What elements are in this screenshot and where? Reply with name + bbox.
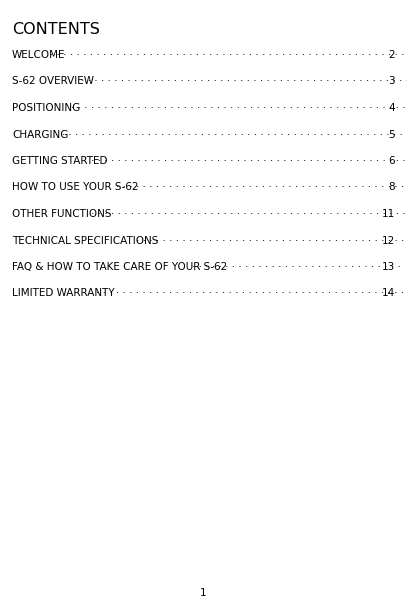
- Text: · · · · · · · · · · · · · · · · · · · · · · · · · · · · · · · · · · · · · · · · : · · · · · · · · · · · · · · · · · · · · …: [91, 209, 407, 219]
- Text: HOW TO USE YOUR S-62: HOW TO USE YOUR S-62: [12, 183, 138, 192]
- Text: · · · · · · · · · · · · · · · · · · · · · · · · · · · · · · · · · · · · · · · · : · · · · · · · · · · · · · · · · · · · · …: [81, 77, 407, 86]
- Text: POSITIONING: POSITIONING: [12, 103, 80, 113]
- Text: 13: 13: [382, 262, 395, 272]
- Text: LIMITED WARRANTY: LIMITED WARRANTY: [12, 289, 115, 299]
- Text: FAQ & HOW TO TAKE CARE OF YOUR S-62: FAQ & HOW TO TAKE CARE OF YOUR S-62: [12, 262, 227, 272]
- Text: S-62 OVERVIEW: S-62 OVERVIEW: [12, 77, 94, 86]
- Text: · · · · · · · · · · · · · · · · · · · · · · · · · · · · · · · · · · · · · · · · : · · · · · · · · · · · · · · · · · · · · …: [55, 129, 407, 140]
- Text: · · · · · · · · · · · · · · · · · · · · · · · · · · · · · · · · · · · · · · · · : · · · · · · · · · · · · · · · · · · · · …: [91, 156, 407, 166]
- Text: · · · · · · · · · · · · · · · · · · · · · · · · · · · · · · · · · · · · · · · · : · · · · · · · · · · · · · · · · · · · · …: [136, 235, 407, 245]
- Text: · · · · · · · · · · · · · · · · · · · · · · · · · · · · · · · · · · · · · · · · : · · · · · · · · · · · · · · · · · · · · …: [96, 289, 407, 299]
- Text: WELCOME: WELCOME: [12, 50, 66, 60]
- Text: · · · · · · · · · · · · · · · · · · · · · · · · · · · · · · · · · · · · · · · · : · · · · · · · · · · · · · · · · · · · · …: [50, 50, 407, 60]
- Text: · · · · · · · · · · · · · · · · · · · · · · · · · · · · · · · · · · · · · · · · : · · · · · · · · · · · · · · · · · · · · …: [116, 183, 407, 192]
- Text: 2: 2: [388, 50, 395, 60]
- Text: 1: 1: [200, 588, 207, 598]
- Text: · · · · · · · · · · · · · · · · · · · · · · · · · · · · · · · · · · · · · · · · : · · · · · · · · · · · · · · · · · · · · …: [70, 103, 407, 113]
- Text: 4: 4: [388, 103, 395, 113]
- Text: 12: 12: [382, 235, 395, 245]
- Text: 6: 6: [388, 156, 395, 166]
- Text: 14: 14: [382, 289, 395, 299]
- Text: CHARGING: CHARGING: [12, 129, 68, 140]
- Text: 11: 11: [382, 209, 395, 219]
- Text: 8: 8: [388, 183, 395, 192]
- Text: OTHER FUNCTIONS: OTHER FUNCTIONS: [12, 209, 112, 219]
- Text: · · · · · · · · · · · · · · · · · · · · · · · · · · · · · · · ·: · · · · · · · · · · · · · · · · · · · · …: [192, 262, 404, 272]
- Text: 5: 5: [388, 129, 395, 140]
- Text: TECHNICAL SPECIFICATIONS: TECHNICAL SPECIFICATIONS: [12, 235, 158, 245]
- Text: CONTENTS: CONTENTS: [12, 22, 100, 37]
- Text: GETTING STARTED: GETTING STARTED: [12, 156, 107, 166]
- Text: 3: 3: [388, 77, 395, 86]
